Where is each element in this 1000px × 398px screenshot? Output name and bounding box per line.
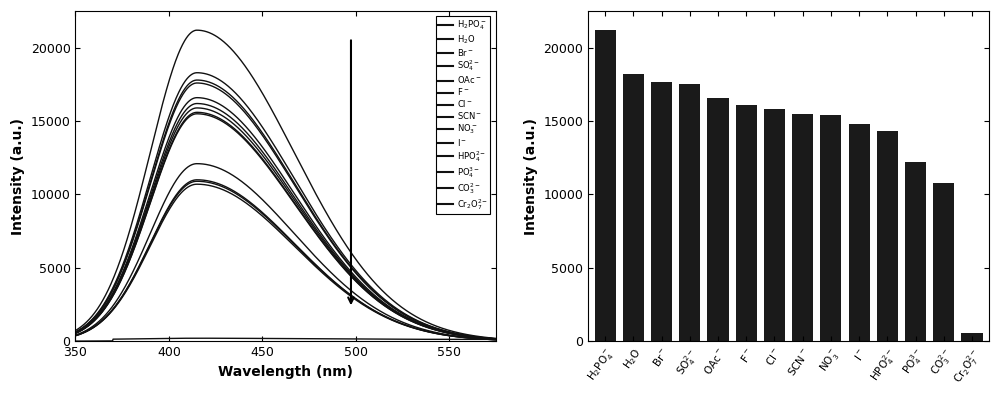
Bar (595, 30, 616, 341)
Bar (905, 162, 926, 341)
Bar (820, 115, 841, 341)
Bar (651, 82, 672, 341)
Bar (623, 74, 644, 341)
Y-axis label: Intensity (a.u.): Intensity (a.u.) (524, 118, 538, 235)
Y-axis label: Intensity (a.u.): Intensity (a.u.) (11, 118, 25, 235)
Bar (849, 124, 870, 341)
Bar (764, 109, 785, 341)
Bar (707, 98, 729, 341)
Bar (933, 183, 954, 341)
Bar (961, 333, 983, 341)
Bar (736, 105, 757, 341)
X-axis label: Wavelength (nm): Wavelength (nm) (218, 365, 353, 378)
Bar (877, 131, 898, 341)
Bar (679, 84, 700, 341)
Bar (792, 114, 813, 341)
Legend: $\mathregular{H_2PO_4^-}$, $\mathregular{H_2O}$, $\mathregular{Br^-}$, $\mathreg: $\mathregular{H_2PO_4^-}$, $\mathregular… (436, 16, 490, 214)
